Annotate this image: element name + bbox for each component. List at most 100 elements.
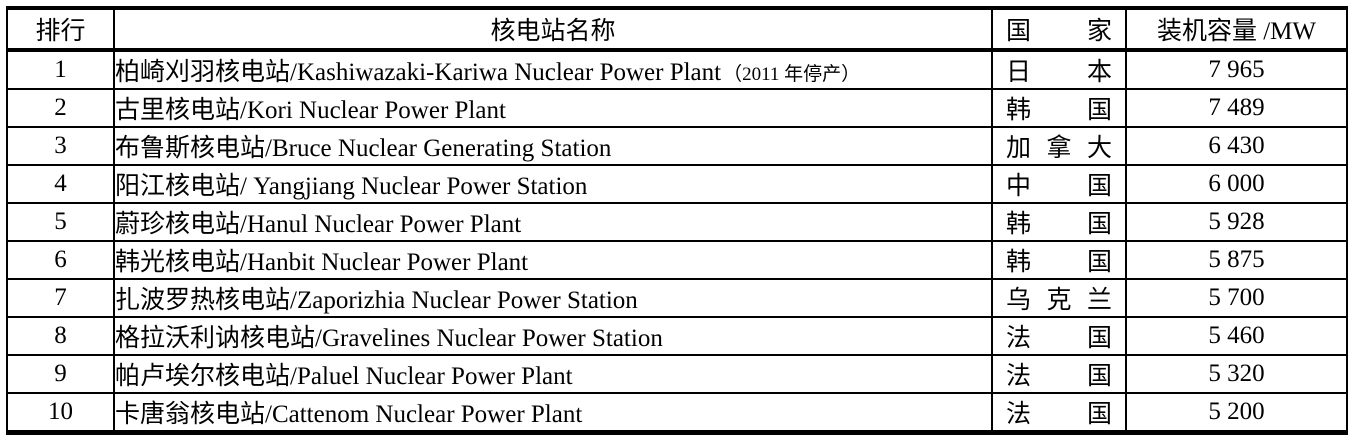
plant-name: 阳江核电站/ Yangjiang Nuclear Power Station — [115, 173, 588, 200]
country-justified: 韩国 — [994, 243, 1124, 277]
country-cell: 法国 — [991, 316, 1127, 356]
country-char: 国 — [1086, 173, 1112, 200]
country-cell: 韩国 — [991, 88, 1127, 128]
table-row: 8 格拉沃利讷核电站/Gravelines Nuclear Power Stati… — [6, 316, 1348, 356]
country-char: 国 — [1006, 18, 1032, 45]
country-justified: 法国 — [994, 357, 1124, 391]
country-char: 拿 — [1046, 135, 1072, 162]
country-char: 本 — [1086, 59, 1112, 86]
country-cell: 乌克兰 — [991, 278, 1127, 318]
country-char: 国 — [1086, 363, 1112, 390]
country-justified: 中国 — [994, 167, 1124, 201]
country-char: 大 — [1086, 135, 1112, 162]
country-char: 日 — [1006, 59, 1032, 86]
plant-name-cell: 柏崎刈羽核电站/Kashiwazaki-Kariwa Nuclear Power… — [113, 49, 993, 90]
country-char: 国 — [1086, 325, 1112, 352]
capacity-cell: 5 700 — [1125, 278, 1348, 318]
plant-name: 古里核电站/Kori Nuclear Power Plant — [115, 97, 506, 124]
rank-cell: 2 — [6, 88, 115, 128]
rank-cell: 7 — [6, 278, 115, 318]
capacity-cell: 5 200 — [1125, 392, 1348, 434]
plant-name-cell: 帕卢埃尔核电站/Paluel Nuclear Power Plant — [113, 354, 993, 394]
plant-name-cell: 卡唐翁核电站/Cattenom Nuclear Power Plant — [113, 392, 993, 434]
table-row: 1 柏崎刈羽核电站/Kashiwazaki-Kariwa Nuclear Powe… — [6, 49, 1348, 90]
capacity-cell: 5 875 — [1125, 240, 1348, 280]
capacity-cell: 7 489 — [1125, 88, 1348, 128]
plant-name-cell: 格拉沃利讷核电站/Gravelines Nuclear Power Statio… — [113, 316, 993, 356]
country-char: 韩 — [1006, 211, 1032, 238]
country-char: 法 — [1006, 401, 1032, 428]
table-row: 5 蔚珍核电站/Hanul Nuclear Power Plant 韩国 5 928 — [6, 202, 1348, 242]
country-cell: 中国 — [991, 164, 1127, 204]
country-cell: 法国 — [991, 354, 1127, 394]
plant-name-cell: 阳江核电站/ Yangjiang Nuclear Power Station — [113, 164, 993, 204]
capacity-cell: 5 460 — [1125, 316, 1348, 356]
nuclear-plant-ranking-table-wrap: 排行 核电站名称 国家 装机容量 /MW 1 柏崎刈羽核电站/Kashiwazak… — [6, 6, 1348, 435]
country-char: 克 — [1046, 287, 1072, 314]
country-char: 兰 — [1086, 287, 1112, 314]
country-justified: 加拿大 — [994, 129, 1124, 163]
rank-cell: 9 — [6, 354, 115, 394]
country-char: 国 — [1086, 401, 1112, 428]
country-char: 国 — [1086, 97, 1112, 124]
table-row: 2 古里核电站/Kori Nuclear Power Plant 韩国 7 489 — [6, 88, 1348, 128]
country-char: 韩 — [1006, 97, 1032, 124]
table-body: 1 柏崎刈羽核电站/Kashiwazaki-Kariwa Nuclear Powe… — [6, 49, 1348, 434]
header-row: 排行 核电站名称 国家 装机容量 /MW — [6, 7, 1348, 52]
header-rank: 排行 — [6, 7, 115, 52]
country-char: 加 — [1006, 135, 1032, 162]
plant-name: 柏崎刈羽核电站/Kashiwazaki-Kariwa Nuclear Power… — [115, 59, 722, 86]
header-country-justified: 国家 — [994, 11, 1124, 46]
country-char: 家 — [1086, 18, 1112, 45]
table-row: 3 布鲁斯核电站/Bruce Nuclear Generating Station… — [6, 126, 1348, 166]
country-char: 乌 — [1006, 287, 1032, 314]
country-char: 国 — [1086, 249, 1112, 276]
plant-name: 扎波罗热核电站/Zaporizhia Nuclear Power Station — [115, 287, 638, 314]
country-justified: 韩国 — [994, 91, 1124, 125]
country-cell: 法国 — [991, 392, 1127, 434]
header-plant-name: 核电站名称 — [113, 7, 993, 52]
plant-name: 韩光核电站/Hanbit Nuclear Power Plant — [115, 249, 529, 276]
header-country: 国家 — [991, 7, 1127, 52]
country-justified: 法国 — [994, 319, 1124, 353]
plant-name: 蔚珍核电站/Hanul Nuclear Power Plant — [115, 211, 522, 238]
country-char: 韩 — [1006, 249, 1032, 276]
table-row: 9 帕卢埃尔核电站/Paluel Nuclear Power Plant 法国 5 3… — [6, 354, 1348, 394]
country-char: 法 — [1006, 325, 1032, 352]
country-char: 中 — [1006, 173, 1032, 200]
plant-name-cell: 布鲁斯核电站/Bruce Nuclear Generating Station — [113, 126, 993, 166]
country-justified: 法国 — [994, 395, 1124, 430]
rank-cell: 1 — [6, 49, 115, 90]
country-justified: 日本 — [994, 52, 1124, 87]
nuclear-plant-ranking-table: 排行 核电站名称 国家 装机容量 /MW 1 柏崎刈羽核电站/Kashiwazak… — [6, 6, 1348, 435]
capacity-cell: 5 320 — [1125, 354, 1348, 394]
rank-cell: 4 — [6, 164, 115, 204]
country-char: 法 — [1006, 363, 1032, 390]
plant-name-cell: 扎波罗热核电站/Zaporizhia Nuclear Power Station — [113, 278, 993, 318]
capacity-cell: 7 965 — [1125, 49, 1348, 90]
table-row: 10 卡唐翁核电站/Cattenom Nuclear Power Plant 法国 5… — [6, 392, 1348, 434]
capacity-cell: 6 430 — [1125, 126, 1348, 166]
plant-name: 卡唐翁核电站/Cattenom Nuclear Power Plant — [115, 401, 583, 428]
plant-name-cell: 古里核电站/Kori Nuclear Power Plant — [113, 88, 993, 128]
capacity-cell: 6 000 — [1125, 164, 1348, 204]
header-capacity: 装机容量 /MW — [1125, 7, 1348, 52]
country-char: 国 — [1086, 211, 1112, 238]
table-row: 6 韩光核电站/Hanbit Nuclear Power Plant 韩国 5 875 — [6, 240, 1348, 280]
plant-name: 布鲁斯核电站/Bruce Nuclear Generating Station — [115, 135, 612, 162]
table-row: 4 阳江核电站/ Yangjiang Nuclear Power Station 中… — [6, 164, 1348, 204]
plant-name-cell: 蔚珍核电站/Hanul Nuclear Power Plant — [113, 202, 993, 242]
country-cell: 韩国 — [991, 202, 1127, 242]
plant-name: 帕卢埃尔核电站/Paluel Nuclear Power Plant — [115, 363, 573, 390]
country-cell: 韩国 — [991, 240, 1127, 280]
country-cell: 加拿大 — [991, 126, 1127, 166]
country-cell: 日本 — [991, 49, 1127, 90]
plant-name: 格拉沃利讷核电站/Gravelines Nuclear Power Statio… — [115, 325, 663, 352]
capacity-cell: 5 928 — [1125, 202, 1348, 242]
rank-cell: 6 — [6, 240, 115, 280]
country-justified: 韩国 — [994, 205, 1124, 239]
rank-cell: 5 — [6, 202, 115, 242]
rank-cell: 3 — [6, 126, 115, 166]
table-row: 7 扎波罗热核电站/Zaporizhia Nuclear Power Statio… — [6, 278, 1348, 318]
rank-cell: 10 — [6, 392, 115, 434]
